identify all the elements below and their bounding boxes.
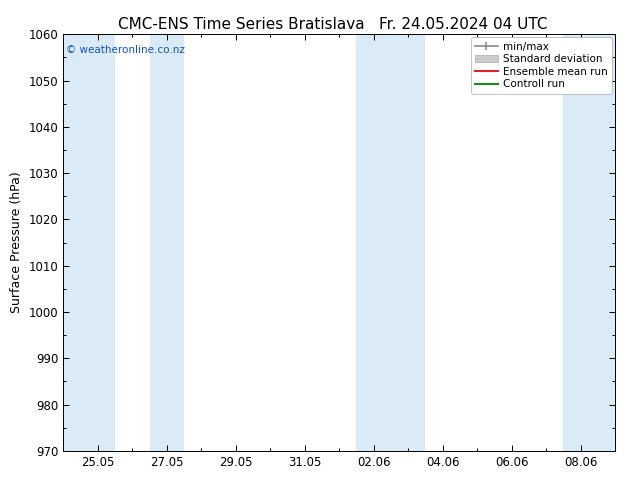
Y-axis label: Surface Pressure (hPa): Surface Pressure (hPa) — [10, 172, 23, 314]
Bar — [563, 34, 615, 451]
Text: © weatheronline.co.nz: © weatheronline.co.nz — [66, 45, 185, 55]
Bar — [150, 34, 184, 451]
Text: CMC-ENS Time Series Bratislava: CMC-ENS Time Series Bratislava — [118, 17, 364, 32]
Bar — [391, 34, 425, 451]
Text: Fr. 24.05.2024 04 UTC: Fr. 24.05.2024 04 UTC — [378, 17, 547, 32]
Bar — [356, 34, 391, 451]
Legend: min/max, Standard deviation, Ensemble mean run, Controll run: min/max, Standard deviation, Ensemble me… — [470, 37, 612, 94]
Bar — [63, 34, 115, 451]
